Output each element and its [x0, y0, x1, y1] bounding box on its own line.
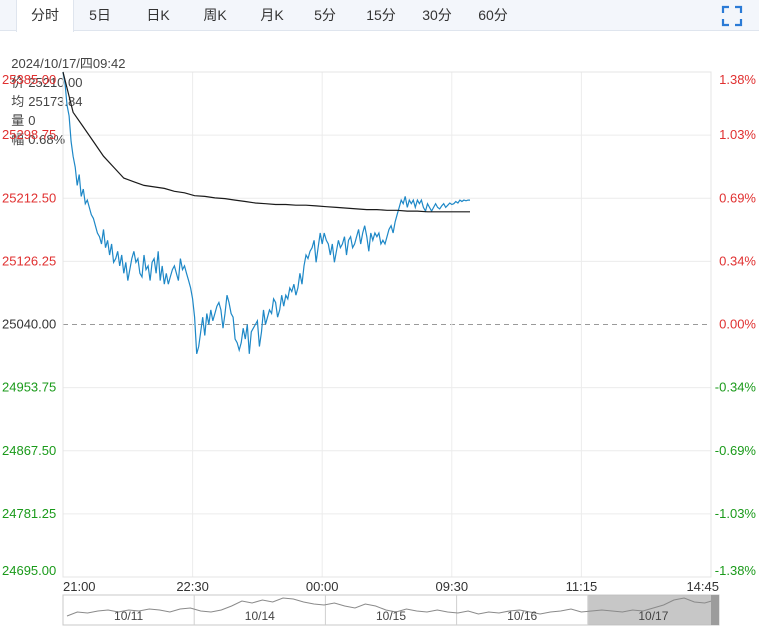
price-label: 价	[11, 75, 25, 90]
x-tick-label: 14:45	[686, 579, 719, 594]
fullscreen-icon[interactable]	[721, 5, 743, 27]
x-tick-label: 09:30	[436, 579, 469, 594]
avg-series-line	[62, 71, 470, 213]
x-tick-label: 22:30	[176, 579, 209, 594]
chart-lines	[62, 71, 470, 354]
quote-datetime: 2024/10/17/四09:42	[11, 56, 126, 71]
volume-value: 0	[28, 113, 36, 128]
navigator-handle	[711, 595, 719, 625]
y-tick-label: 25040.00	[2, 317, 56, 332]
tab-daily-k[interactable]: 日K	[146, 7, 170, 23]
pct-tick-label: -0.34%	[715, 380, 757, 395]
y-tick-label: 25212.50	[2, 190, 56, 205]
pct-tick-label: -0.69%	[715, 443, 757, 458]
tab-15min[interactable]: 15分	[366, 7, 396, 23]
chart-grid	[62, 71, 712, 578]
change-label: 幅	[11, 132, 25, 147]
navigator-date-label: 10/15	[376, 609, 406, 623]
tab-30min[interactable]: 30分	[422, 7, 452, 23]
pct-tick-label: -1.38%	[715, 563, 757, 578]
pct-tick-label: 1.03%	[719, 127, 756, 142]
navigator-date-label: 10/11	[114, 609, 143, 623]
pct-tick-label: 1.38%	[719, 72, 756, 87]
pct-tick-label: 0.00%	[719, 317, 756, 332]
plot-frame	[62, 71, 712, 578]
time-axis: 21:00 22:30 00:00 09:30 11:15 14:45	[63, 579, 719, 594]
price-axis: 25385.00 25298.75 25212.50 25126.25 25040.00…	[2, 72, 56, 578]
pct-tick-label: 0.34%	[719, 253, 756, 268]
y-tick-label: 24867.50	[2, 443, 56, 458]
navigator-date-label: 10/16	[507, 609, 537, 623]
percent-axis: 1.38% 1.03% 0.69% 0.34% 0.00% -0.34% -0.69% -1.…	[715, 72, 757, 578]
date-navigator[interactable]: 10/11 10/14 10/15 10/16 10/17	[62, 594, 720, 626]
tab-5min[interactable]: 5分	[314, 7, 336, 23]
y-tick-label: 25385.00	[2, 72, 56, 87]
avg-label: 均	[11, 94, 25, 109]
period-tab-bar: 分时 5日 日K 周K 月K 5分 15分 30分 60分	[0, 0, 759, 32]
x-tick-label: 00:00	[306, 579, 339, 594]
navigator-date-label: 10/14	[245, 609, 275, 623]
tab-60min[interactable]: 60分	[478, 7, 508, 23]
x-tick-label: 11:15	[566, 579, 598, 594]
y-tick-label: 24781.25	[2, 506, 56, 521]
pct-tick-label: 0.69%	[719, 190, 756, 205]
tab-weekly-k[interactable]: 周K	[203, 7, 227, 23]
pct-tick-label: -1.03%	[715, 506, 757, 521]
tab-5day[interactable]: 5日	[89, 7, 111, 23]
x-tick-label: 21:00	[63, 579, 96, 594]
price-series-line	[62, 71, 470, 354]
tab-monthly-k[interactable]: 月K	[260, 7, 284, 23]
price-value: 25210.00	[28, 75, 83, 90]
volume-label: 量	[11, 113, 25, 128]
navigator-date-label: 10/17	[638, 609, 668, 623]
y-tick-label: 25298.75	[2, 127, 56, 142]
tab-intraday[interactable]: 分时	[16, 0, 74, 32]
change-value: 0.68%	[28, 132, 66, 147]
y-tick-label: 24953.75	[2, 380, 56, 395]
y-tick-label: 24695.00	[2, 563, 56, 578]
y-tick-label: 25126.25	[2, 253, 56, 268]
navigator-sparkline	[66, 597, 716, 617]
